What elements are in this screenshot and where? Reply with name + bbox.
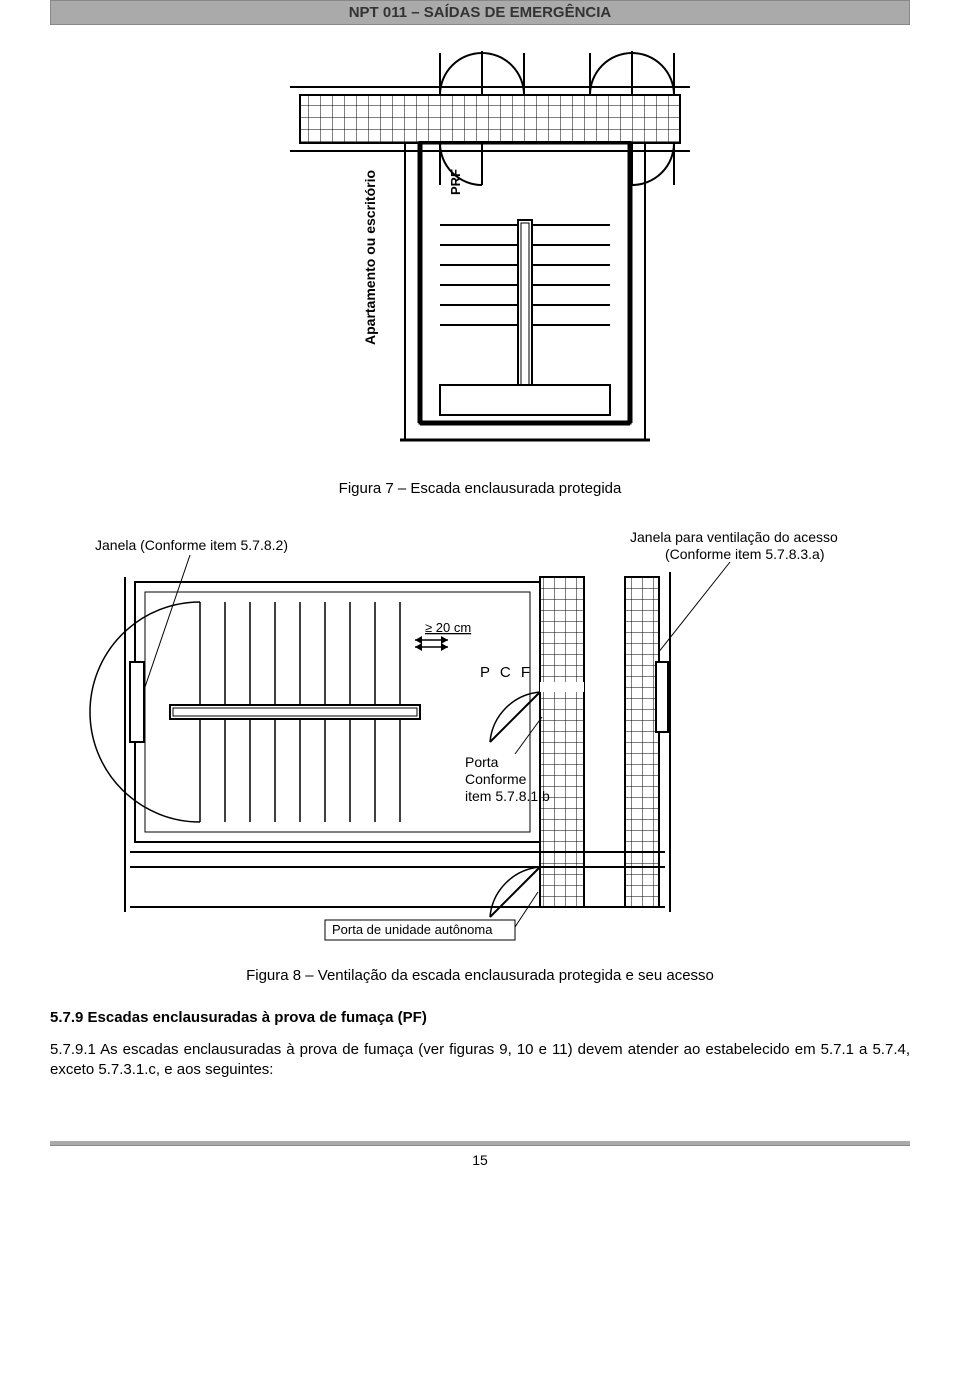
figure-7-svg: PRF Apartamento ou escritório (260, 45, 700, 465)
fig8-porta-2: Conforme (465, 771, 527, 787)
fig8-label-janela-right-1: Janela para ventilação do acesso (630, 529, 838, 545)
figure-7: PRF Apartamento ou escritório (50, 45, 910, 465)
fig8-label-janela-left: Janela (Conforme item 5.7.8.2) (95, 537, 288, 553)
figure-7-caption: Figura 7 – Escada enclausurada protegida (50, 480, 910, 497)
fig8-label-janela-right-2: (Conforme item 5.7.8.3.a) (665, 546, 825, 562)
fig8-porta-autonoma: Porta de unidade autônoma (332, 922, 493, 937)
figure-8-svg: Janela (Conforme item 5.7.8.2) Janela pa… (70, 522, 890, 952)
fig8-porta-3: item 5.7.8.1.b (465, 788, 550, 804)
page-number: 15 (50, 1152, 910, 1168)
page-header: NPT 011 – SAÍDAS DE EMERGÊNCIA (50, 0, 910, 25)
fig8-porta-1: Porta (465, 754, 499, 770)
fig8-pcf-label: P C F (480, 664, 533, 681)
fig8-20cm-label: ≥ 20 cm (425, 620, 471, 635)
figure-8: Janela (Conforme item 5.7.8.2) Janela pa… (50, 522, 910, 952)
fig7-prf-label: PRF (448, 169, 463, 195)
fig7-side-label: Apartamento ou escritório (362, 170, 378, 345)
section-5-7-9-title: 5.7.9 Escadas enclausuradas à prova de f… (50, 1009, 910, 1026)
header-title: NPT 011 – SAÍDAS DE EMERGÊNCIA (349, 4, 612, 21)
para-5-7-9-1: 5.7.9.1 As escadas enclausuradas à prova… (50, 1040, 910, 1081)
footer-rule-thin (50, 1145, 910, 1146)
figure-8-caption: Figura 8 – Ventilação da escada enclausu… (50, 967, 910, 984)
page: NPT 011 – SAÍDAS DE EMERGÊNCIA (0, 0, 960, 1198)
